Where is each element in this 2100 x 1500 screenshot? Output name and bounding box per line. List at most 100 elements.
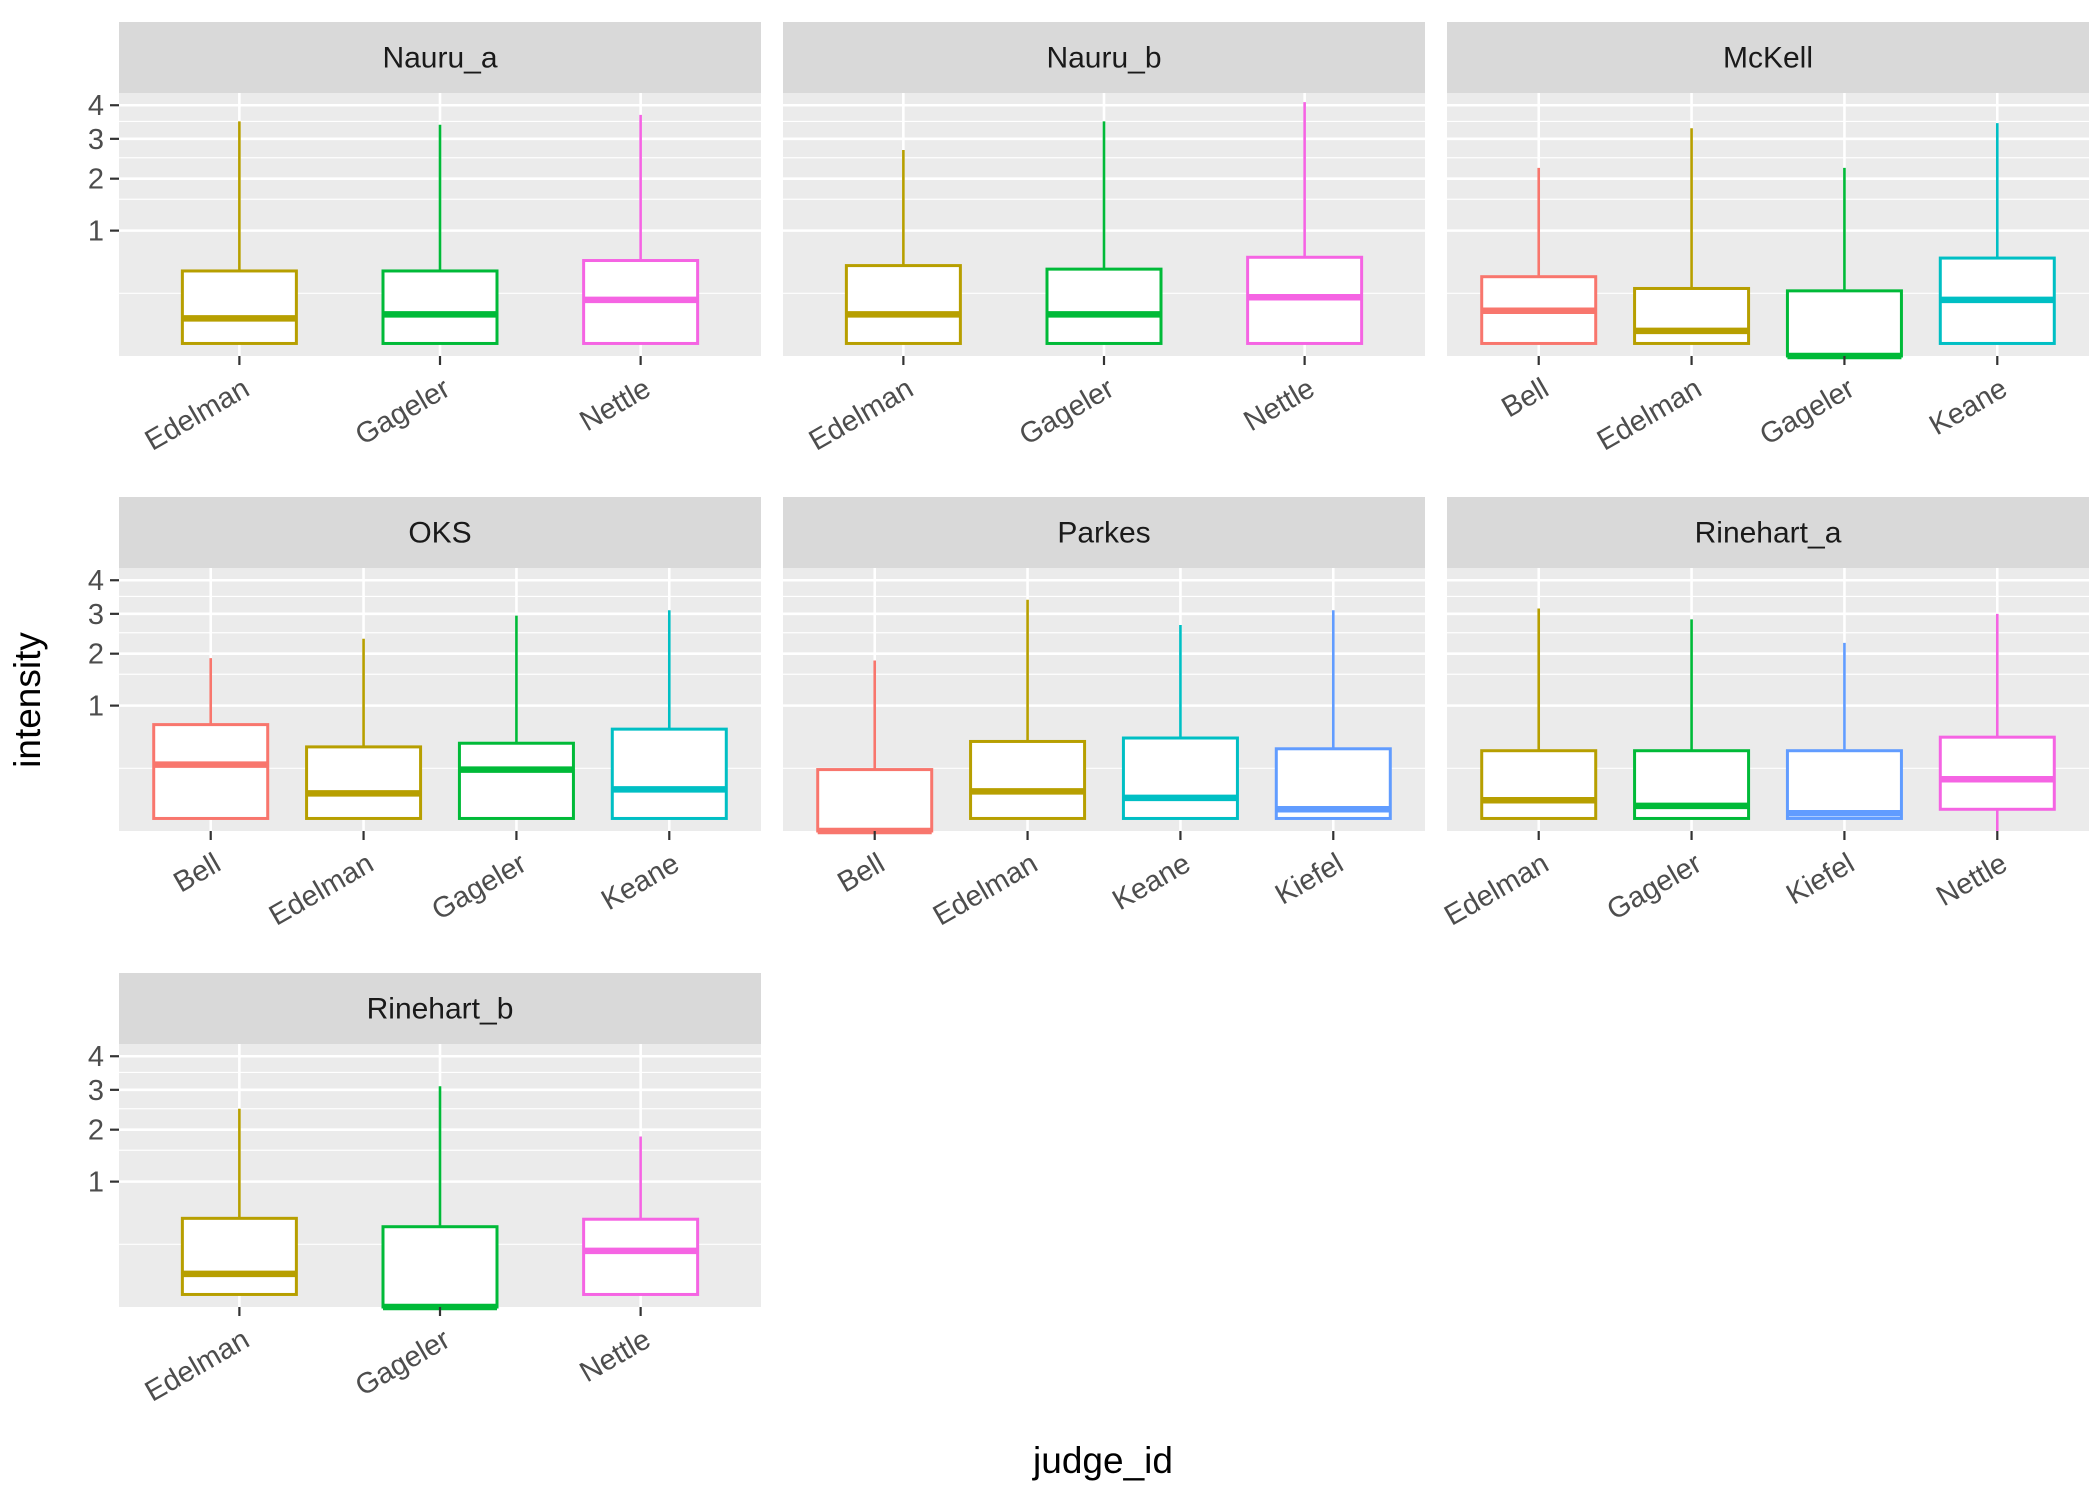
facet-title: Parkes: [1057, 517, 1150, 550]
box-iqr: [457, 741, 575, 820]
facet-strip: [783, 22, 1425, 93]
x-tick-label: Nettle: [1239, 372, 1321, 438]
facet-title: OKS: [408, 517, 471, 550]
box-iqr: [1633, 286, 1751, 345]
box-iqr: [1785, 749, 1903, 820]
x-tick-label: Kiefel: [1270, 847, 1349, 911]
boxplot-edelman: [969, 599, 1087, 820]
facet-panel: Nauru_a 1 2 34 Edelman Gageler Nettle: [88, 22, 761, 457]
y-tick-label: 2: [88, 1115, 104, 1147]
x-tick-label: Gageler: [1014, 372, 1120, 451]
x-tick-label: Bell: [832, 847, 890, 899]
box-iqr: [381, 269, 499, 345]
x-tick-label: Edelman: [928, 847, 1043, 932]
box-iqr: [1045, 267, 1163, 345]
box-iqr: [816, 768, 934, 833]
boxplot-edelman: [1480, 608, 1598, 820]
y-tick-label: 4: [88, 90, 104, 122]
x-tick-label: Kiefel: [1781, 847, 1860, 911]
facet-title: Rinehart_b: [367, 993, 514, 1026]
boxplot-nettle: [582, 114, 700, 345]
box-iqr: [152, 723, 270, 820]
y-tick-label: 2: [88, 639, 104, 671]
box-iqr: [1121, 736, 1239, 820]
boxplot-nettle: [582, 1136, 700, 1296]
boxplot-edelman: [1633, 128, 1751, 345]
x-tick-label: Edelman: [1439, 847, 1554, 932]
facet-title: Nauru_b: [1046, 42, 1161, 75]
facet-strip: [119, 497, 761, 568]
box-iqr: [1480, 749, 1598, 820]
x-tick-label: Bell: [168, 847, 226, 899]
box-iqr: [844, 264, 962, 345]
box-iqr: [180, 1216, 298, 1296]
boxplot-edelman: [180, 1108, 298, 1296]
boxplot-gageler: [1045, 121, 1163, 345]
box-iqr: [1785, 289, 1903, 358]
y-tick-label: 4: [88, 1041, 104, 1073]
boxplot-keane: [1121, 624, 1239, 820]
boxplot-keane: [610, 610, 728, 820]
facet-panel: McKell Bell Edelman Gageler Keane: [1447, 22, 2089, 457]
box-iqr: [1938, 735, 2056, 811]
facet-panel: Rinehart_a Edelman Gageler Kiefel Nettle: [1439, 497, 2089, 932]
facet-panel: Nauru_b Edelman Gageler Nettle: [783, 22, 1425, 457]
facet-strip: [1447, 497, 2089, 568]
facet-title: Nauru_a: [382, 42, 497, 75]
box-iqr: [610, 727, 728, 820]
x-tick-label: Nettle: [1931, 847, 2013, 913]
boxplot-edelman: [844, 149, 962, 345]
boxplot-kiefel: [1785, 642, 1903, 820]
x-tick-label: Edelman: [804, 372, 919, 457]
y-axis-title: intensity: [7, 632, 48, 768]
boxplot-gageler: [1785, 167, 1903, 360]
x-tick-label: Keane: [1924, 372, 2013, 442]
boxplot-bell: [152, 658, 270, 820]
facet-strip: [119, 22, 761, 93]
y-tick-label: 1: [88, 216, 104, 248]
x-tick-label: Bell: [1496, 372, 1554, 424]
box-iqr: [381, 1225, 499, 1309]
y-tick-label: 1: [88, 1167, 104, 1199]
boxplot-kiefel: [1274, 610, 1392, 820]
y-tick-label: 3: [88, 124, 104, 156]
box-iqr: [582, 1217, 700, 1296]
x-tick-label: Edelman: [264, 847, 379, 932]
boxplot-gageler: [381, 124, 499, 345]
boxplot-nettle: [1938, 613, 2056, 831]
boxplot-edelman: [305, 638, 423, 820]
y-tick-label: 2: [88, 164, 104, 196]
x-axis-title: judge_id: [1032, 1440, 1173, 1481]
y-tick-label: 3: [88, 599, 104, 631]
x-tick-label: Nettle: [575, 1323, 657, 1389]
x-tick-label: Gageler: [1755, 372, 1861, 451]
boxplot-gageler: [1633, 619, 1751, 820]
facet-strip: [1447, 22, 2089, 93]
x-tick-label: Edelman: [140, 372, 255, 457]
facet-panel: OKS 1 2 34 Bell Edelman Gageler Keane: [88, 497, 761, 932]
y-tick-label: 4: [88, 565, 104, 597]
x-tick-label: Gageler: [350, 372, 456, 451]
boxplot-nettle: [1246, 102, 1364, 345]
boxplot-keane: [1938, 123, 2056, 345]
facet-title: McKell: [1723, 42, 1813, 75]
x-tick-label: Keane: [596, 847, 685, 917]
boxplot-bell: [1480, 167, 1598, 345]
box-iqr: [305, 745, 423, 820]
facet-panel: Rinehart_b 1 2 34 Edelman Gageler Nettle: [88, 973, 761, 1408]
y-tick-label: 3: [88, 1075, 104, 1107]
boxplot-gageler: [457, 615, 575, 820]
facet-title: Rinehart_a: [1695, 517, 1842, 550]
x-tick-label: Edelman: [1592, 372, 1707, 457]
x-tick-label: Keane: [1107, 847, 1196, 917]
x-tick-label: Nettle: [575, 372, 657, 438]
x-tick-label: Gageler: [427, 847, 533, 926]
y-tick-label: 1: [88, 691, 104, 723]
box-iqr: [969, 739, 1087, 820]
x-tick-label: Gageler: [1602, 847, 1708, 926]
x-tick-label: Edelman: [140, 1323, 255, 1408]
facet-strip: [783, 497, 1425, 568]
facet-strip: [119, 973, 761, 1044]
